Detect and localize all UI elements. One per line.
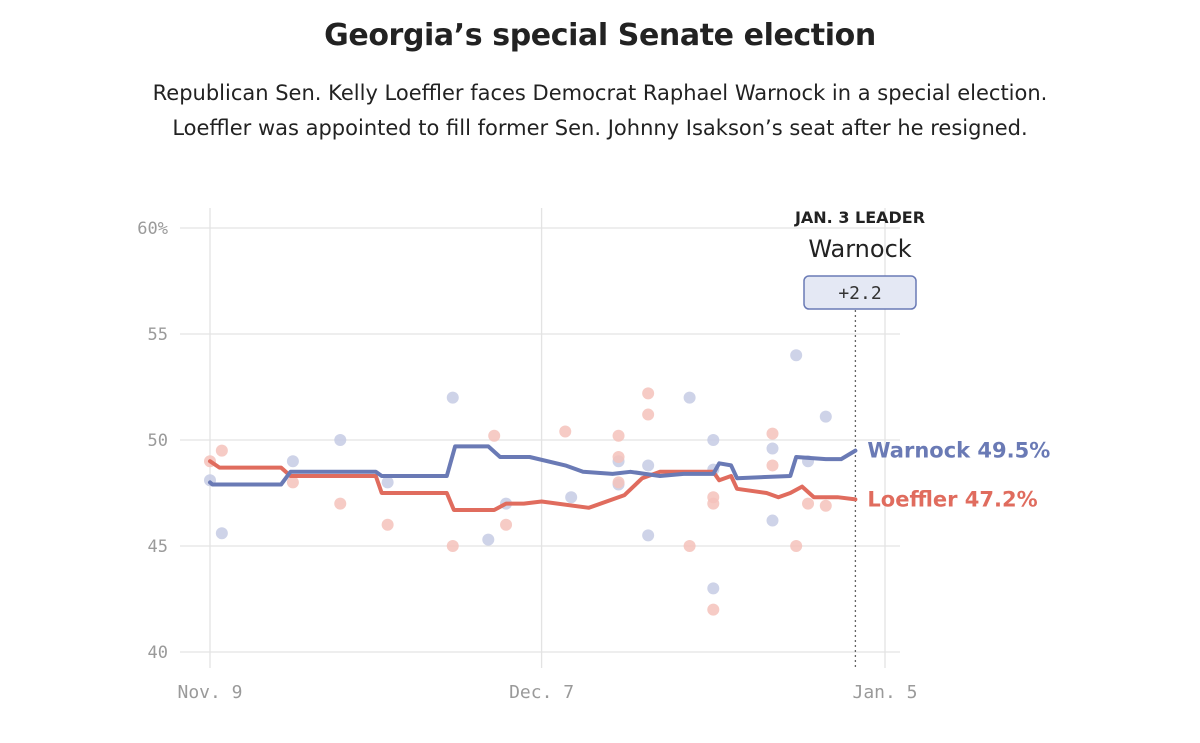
loeffler-poll-point	[286, 476, 299, 489]
loeffler-end-label: Loeffler 47.2%	[867, 487, 1037, 511]
leader-name: Warnock	[808, 235, 911, 263]
warnock-poll-point	[565, 491, 578, 504]
x-axis-ticks: Nov. 9 Dec. 7 Jan. 5	[177, 682, 917, 703]
warnock-poll-point	[482, 533, 495, 546]
loeffler-poll-point	[766, 427, 779, 440]
warnock-poll-point	[683, 391, 696, 404]
warnock-poll-point	[819, 410, 832, 423]
loeffler-poll-point	[707, 603, 720, 616]
warnock-end-label: Warnock 49.5%	[867, 439, 1050, 463]
loeffler-poll-point	[488, 429, 501, 442]
warnock-poll-point	[707, 582, 720, 595]
warnock-poll-point	[790, 349, 803, 362]
warnock-poll-point	[334, 434, 347, 446]
leader-heading: JAN. 3 LEADER	[794, 208, 925, 227]
chart-title: Georgia’s special Senate election	[324, 18, 876, 53]
x-gridlines	[209, 208, 886, 668]
x-tick-label: Nov. 9	[177, 682, 242, 703]
warnock-poll-point	[215, 527, 228, 540]
leader-callout: JAN. 3 LEADER Warnock +2.2	[794, 208, 925, 310]
chart-subtitle: Republican Sen. Kelly Loeffler faces Dem…	[152, 81, 1048, 140]
loeffler-poll-point	[612, 429, 625, 442]
loeffler-poll-point	[683, 540, 696, 552]
x-tick-label: Dec. 7	[509, 682, 574, 703]
leader-margin-badge	[803, 275, 917, 310]
y-tick-label: 50	[148, 431, 168, 451]
warnock-poll-point	[446, 391, 459, 404]
loeffler-poll-point	[766, 459, 779, 472]
warnock-poll-point	[642, 459, 655, 472]
y-tick-label: 55	[148, 325, 168, 345]
loeffler-poll-point	[559, 425, 572, 438]
warnock-poll-point	[286, 455, 299, 468]
leader-margin: +2.2	[838, 283, 881, 304]
loeffler-poll-point	[642, 387, 655, 400]
warnock-poll-point	[381, 476, 394, 489]
loeffler-poll-point	[707, 491, 720, 504]
y-tick-label: 40	[148, 643, 168, 663]
loeffler-poll-point	[500, 518, 513, 531]
warnock-poll-point	[642, 529, 655, 542]
loeffler-poll-point	[334, 497, 347, 510]
loeffler-poll-point	[642, 408, 655, 421]
loeffler-poll-point	[790, 540, 803, 552]
loeffler-poll-point	[612, 450, 625, 463]
warnock-poll-point	[707, 434, 720, 446]
y-tick-label: 45	[148, 537, 168, 557]
y-gridlines	[180, 227, 900, 653]
y-axis-ticks: 60% 55 50 45 40	[137, 219, 168, 663]
y-tick-label: 60%	[137, 219, 168, 239]
loeffler-average-line	[208, 459, 858, 512]
series-lines	[208, 444, 858, 512]
loeffler-poll-point	[612, 476, 625, 489]
series-end-labels: Warnock 49.5% Loeffler 47.2%	[867, 439, 1050, 512]
warnock-poll-point	[766, 442, 779, 455]
loeffler-poll-point	[381, 518, 394, 531]
loeffler-poll-point	[819, 499, 832, 512]
warnock-poll-point	[766, 514, 779, 527]
warnock-average-line	[208, 444, 858, 487]
poll-points	[204, 349, 832, 616]
x-tick-label: Jan. 5	[852, 682, 917, 703]
loeffler-poll-point	[446, 540, 459, 552]
loeffler-poll-point	[215, 444, 228, 457]
loeffler-poll-point	[802, 497, 815, 510]
